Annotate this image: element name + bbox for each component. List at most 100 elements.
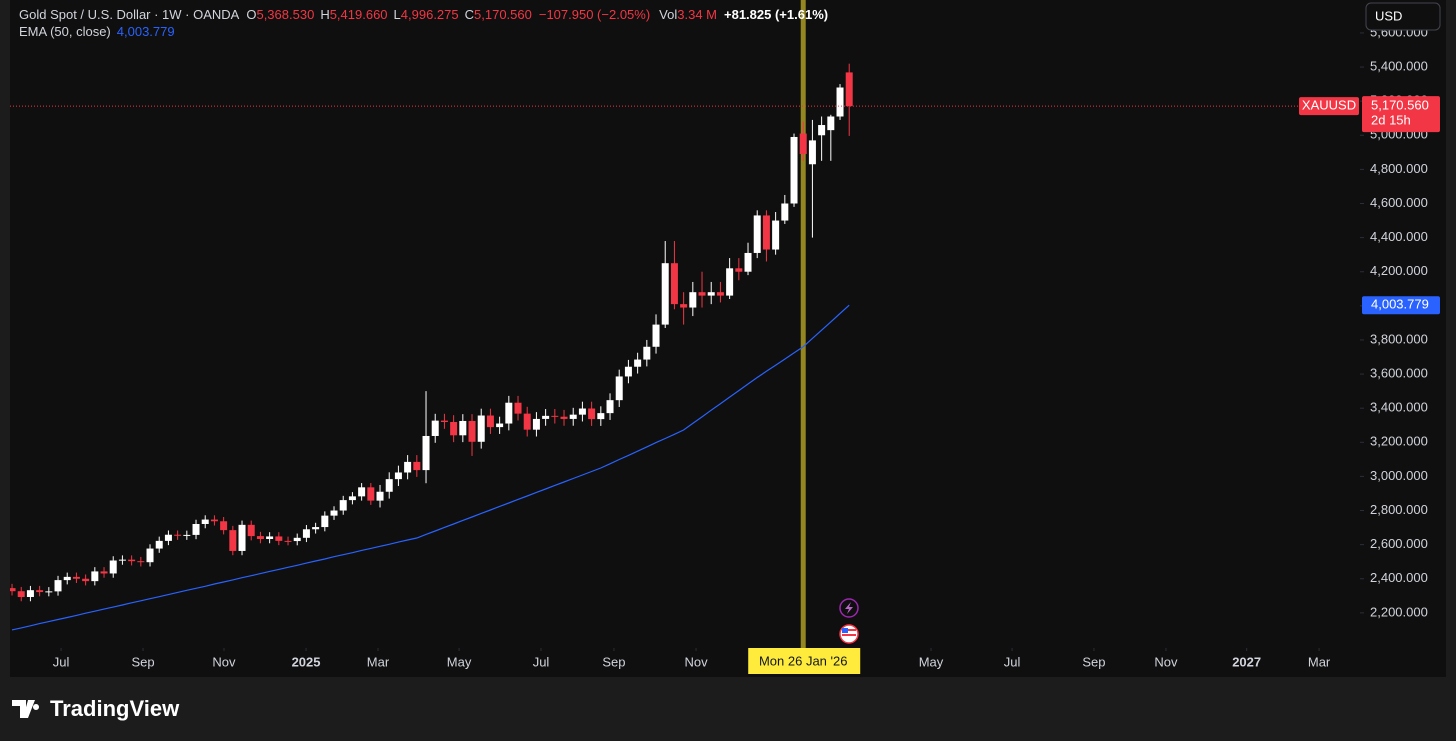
symbol: Gold Spot / U.S. Dollar · 1W · OANDA [19,7,240,22]
candle-body [634,359,642,367]
candle-body [36,590,44,593]
candle-body [312,527,320,530]
axes: 2,200.000 2,400.000 2,600.000 2,800.000 3,00… [53,24,1428,669]
ema-change: +81.825 (+1.61%) [724,7,828,22]
candle-body [707,292,715,296]
candle-body [91,571,99,582]
chart-panel [10,0,1446,677]
candle-body [183,534,191,536]
candle-body [128,559,136,562]
candle-body [394,472,402,480]
candle-body [845,72,853,107]
y-tick-label: 2,400.000 [1370,570,1428,585]
candle-body [551,415,559,417]
candle-body [698,292,706,296]
y-tick-label: 5,400.000 [1370,58,1428,73]
x-tick-label: May [919,654,944,669]
candle-body [229,530,237,551]
candle-body [808,140,816,165]
ema-line [11,304,850,631]
x-tick-label: Jul [533,654,550,669]
candle-body [17,591,25,597]
candle-body [210,519,218,522]
x-tick-label: Nov [684,654,708,669]
candle-body [404,461,412,473]
candle-body [174,534,182,536]
open-key: O [246,7,256,22]
candle-body [450,421,458,436]
x-tick-label: Mar [1308,654,1331,669]
candle-body [256,536,264,540]
candle-body [772,220,780,250]
candle-body [376,491,384,501]
x-tick-label: Sep [1082,654,1105,669]
candle-body [385,479,393,492]
x-tick-label: Jul [53,654,70,669]
high-key: H [320,7,329,22]
x-tick-label: 2025 [292,654,321,669]
candle-body [413,461,421,471]
currency[interactable]: USD [1375,8,1402,23]
open: 5,368.530 [256,7,314,22]
symbol-tag [1299,97,1359,116]
x-tick-label: Nov [212,654,236,669]
candle-body [321,515,329,528]
candle-body [247,524,255,537]
change: −107.950 (−2.05%) [539,7,650,22]
candle-body [201,519,209,524]
candle-body [569,414,577,419]
candle-body [468,420,476,442]
legend-line: Gold Spot / U.S. Dollar · 1W · OANDA O5,3… [19,7,828,22]
candle-body [735,268,743,272]
logo [12,700,40,718]
close: 5,170.560 [474,7,532,22]
y-tick-label: 4,600.000 [1370,195,1428,210]
candle-body [367,487,375,501]
crosshair-label: Mon 26 Jan '26 [759,653,848,668]
candle-body [615,376,623,401]
candle-body [293,537,301,542]
y-tick-label: 3,400.000 [1370,400,1428,415]
x-tick-label: Sep [602,654,625,669]
candle-body [670,263,678,305]
price-tag [1362,96,1440,133]
ema-tag [1362,296,1440,315]
plot-area [10,0,1360,648]
low: 4,996.275 [401,7,459,22]
x-tick-label: Mar [367,654,390,669]
indicator-line: EMA (50, close) 4,003.779 [19,24,175,39]
candle-body [486,415,494,428]
volume: 3.34 M [677,7,717,22]
candle-body [192,523,200,535]
countdown: 2d 15h [1371,113,1411,128]
candle-body [238,524,246,551]
candle-body [578,408,586,415]
x-tick-label: 2027 [1232,654,1261,669]
y-tick-label: 3,800.000 [1370,331,1428,346]
x-tick-label: Sep [131,654,154,669]
candle-body [597,413,605,420]
y-tick-label: 2,200.000 [1370,604,1428,619]
candle-body [477,415,485,442]
flag-stripe [842,634,856,636]
candle-body [514,402,522,414]
candle-body [348,496,356,501]
candle-body [220,521,228,531]
candle-body [532,418,540,430]
indicator-value: 4,003.779 [117,24,175,39]
lightning [845,602,853,614]
candle-body [505,402,513,424]
y-tick-label: 4,400.000 [1370,229,1428,244]
candle-body [155,540,163,549]
candle-body [422,435,430,471]
candle-body [431,420,439,436]
x-tick-label: May [447,654,472,669]
symbol-tag-label: XAUUSD [1302,98,1356,113]
currency-button[interactable] [1365,2,1441,31]
x-tick-label: Nov [1154,654,1178,669]
candle-body [440,420,448,422]
candle-body [661,263,669,325]
